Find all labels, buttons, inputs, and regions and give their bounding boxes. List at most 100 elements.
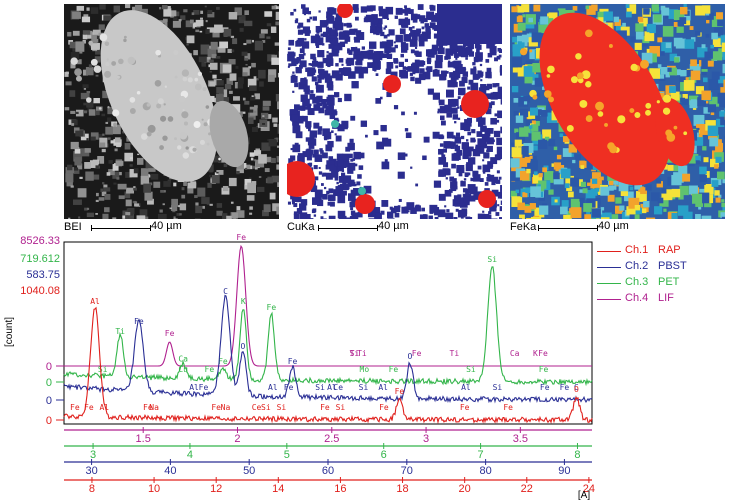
fe-pixel (644, 31, 655, 42)
cu-pixel (384, 159, 388, 163)
cu-pixel (368, 49, 374, 55)
fe-pixel (559, 133, 564, 137)
cu-pixel (297, 37, 305, 45)
fe-pixel (586, 198, 596, 208)
peak-label: Fe (236, 233, 246, 242)
cu-pixel (316, 95, 323, 103)
fe-pixel (620, 188, 628, 197)
grain-particle (105, 121, 109, 125)
cu-pixel (426, 57, 432, 63)
cu-pixel (453, 216, 458, 219)
cu-pixel (317, 199, 324, 207)
cu-pixel (462, 71, 469, 77)
cu-pixel (398, 198, 402, 202)
cu-pixel (328, 44, 334, 49)
fe-pixel (697, 47, 708, 58)
cu-pixel (341, 169, 345, 173)
cu-pixel (334, 17, 343, 25)
cu-pixel (288, 158, 294, 164)
cu-pixel (394, 44, 398, 49)
cu-pixel (431, 48, 438, 55)
grain-particle (207, 182, 212, 188)
cu-pixel (454, 137, 462, 144)
fe-texture (581, 70, 591, 80)
cu-pixel (492, 83, 497, 88)
grain-particle (200, 10, 204, 14)
cu-pixel (304, 89, 310, 95)
grain-particle (183, 182, 187, 186)
grain-particle (230, 35, 235, 38)
fe-pixel (532, 113, 541, 121)
fe-pixel (522, 14, 526, 18)
fe-pixel (539, 205, 549, 215)
cu-pixel (290, 12, 294, 16)
legend-ch1-crystal: RAP (658, 244, 681, 256)
fe-pixel (595, 177, 602, 185)
cu-pixel (309, 93, 316, 100)
grain-particle (162, 203, 165, 206)
fe-pixel (572, 159, 576, 164)
fe-pixel (586, 5, 596, 15)
fe-pixel (517, 6, 524, 13)
legend-ch3-name: Ch.3 (625, 276, 649, 288)
grain-particle (85, 171, 94, 181)
cu-pixel (330, 195, 336, 201)
line-label: Fe (143, 403, 153, 412)
cu-pixel (414, 59, 420, 65)
fe-pixel (517, 202, 525, 211)
grain-particle (209, 174, 212, 177)
grain-particle (223, 28, 232, 37)
grain-particle (176, 213, 181, 216)
grain-particle (86, 138, 89, 141)
cu-pixel (302, 98, 310, 107)
fe-pixel (722, 63, 725, 74)
grain-particle (218, 157, 226, 163)
cu-pixel (376, 31, 380, 36)
grain-particle (114, 137, 121, 143)
fe-texture (570, 76, 578, 84)
cu-pixel (337, 154, 340, 158)
cu-pixel (499, 206, 502, 212)
cu-pixel (485, 71, 492, 79)
cu-pixel (290, 109, 298, 117)
grain-particle (275, 11, 279, 21)
cu-pixel (415, 204, 420, 209)
fe-pixel (721, 216, 725, 219)
grain-particle (271, 175, 279, 183)
cu-pixel (345, 94, 348, 97)
fe-pixel (711, 32, 718, 40)
cu-pixel (473, 85, 477, 89)
line-label: Fe (199, 383, 209, 392)
grain-particle (113, 5, 121, 13)
grain-texture (90, 58, 98, 66)
grain-particle (267, 74, 275, 82)
line-label: Al (327, 383, 337, 392)
cu-pixel (318, 171, 323, 175)
fe-pixel (523, 66, 535, 77)
cu-pixel (386, 91, 392, 98)
cu-pixel (348, 71, 356, 79)
cu-pixel (486, 176, 491, 182)
legend-ch2-crystal: PBST (658, 260, 687, 272)
cu-pixel (348, 193, 356, 201)
grain-particle (226, 215, 232, 219)
fe-pixel (661, 188, 667, 194)
x-tick-label: 20 (459, 483, 471, 495)
cu-pixel (496, 170, 500, 174)
cu-pixel (323, 218, 327, 219)
fe-pixel (649, 68, 661, 79)
grain-particle (235, 65, 239, 69)
cu-pixel (341, 63, 344, 66)
feka-label: FeKa (510, 221, 537, 233)
fe-pixel (670, 91, 680, 101)
grain-texture (218, 157, 221, 161)
cu-pixel (438, 148, 444, 155)
fe-pixel (694, 137, 704, 146)
grain-texture (185, 146, 189, 150)
fe-pixel (717, 92, 725, 104)
cu-pixel (345, 217, 348, 219)
cu-pixel (313, 214, 317, 217)
grain-particle (125, 171, 132, 178)
cu-pixel (366, 50, 370, 54)
cu-pixel (303, 85, 310, 92)
